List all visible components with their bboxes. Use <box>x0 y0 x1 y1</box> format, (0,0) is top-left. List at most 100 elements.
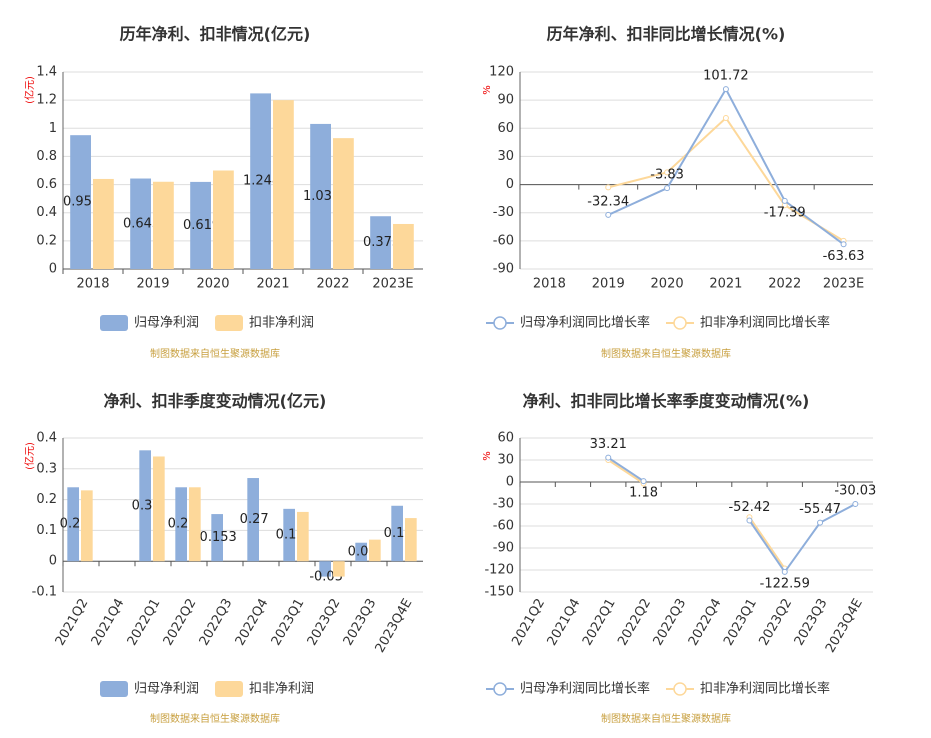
x-tick-label: 2022Q1 <box>125 596 164 648</box>
bar <box>211 514 223 562</box>
source-note: 制图数据来自恒生聚源数据库 <box>150 712 280 725</box>
y-tick-label: 0.1 <box>36 523 57 538</box>
x-tick-label: 2020 <box>651 277 684 292</box>
bar <box>369 539 381 562</box>
value-label: -55.47 <box>799 502 841 517</box>
y-tick-label: 60 <box>497 121 514 136</box>
source-note: 制图数据来自恒生聚源数据库 <box>150 347 280 360</box>
x-tick-label: 2023Q1 <box>721 596 760 648</box>
y-tick-label: -90 <box>493 262 514 277</box>
legend-label: 归母净利润 <box>134 682 199 697</box>
bar <box>70 135 91 269</box>
x-tick-label: 2022 <box>316 277 349 292</box>
point <box>722 86 729 93</box>
x-tick-label: 2023Q4E <box>373 596 416 655</box>
bar <box>189 487 201 562</box>
x-tick-label: 2021 <box>709 277 742 292</box>
source-note: 制图数据来自恒生聚源数据库 <box>601 712 731 725</box>
value-label: 0.619 <box>183 218 220 233</box>
bar <box>93 178 114 269</box>
point <box>746 517 753 524</box>
point <box>605 211 612 218</box>
value-label: -32.34 <box>587 194 629 209</box>
line <box>607 87 845 246</box>
point <box>781 197 788 204</box>
x-tick-label: 2023E <box>823 277 864 292</box>
y-axis-label: (亿元) <box>23 76 36 104</box>
legend-marker <box>493 316 507 330</box>
y-axis-label: (亿元) <box>23 442 36 470</box>
legend-marker <box>673 682 687 696</box>
y-axis-label: % <box>482 451 493 461</box>
x-tick-label: 2023Q1 <box>269 596 308 648</box>
value-label: 101.72 <box>703 69 749 84</box>
bar <box>247 478 259 562</box>
x-tick-label: 2018 <box>533 277 566 292</box>
legend-label: 归母净利润同比增长率 <box>520 315 650 331</box>
y-tick-label: 30 <box>497 453 514 468</box>
bar <box>213 170 234 269</box>
x-tick-label: 2019 <box>136 277 169 292</box>
y-tick-label: 0 <box>506 475 514 490</box>
legend-label: 归母净利润 <box>134 316 199 331</box>
bar <box>153 181 174 269</box>
bar <box>283 508 295 562</box>
y-tick-label: 0.2 <box>36 233 57 248</box>
line <box>607 456 856 574</box>
y-tick-label: 1 <box>49 121 57 136</box>
chart-title: 历年净利、扣非同比增长情况(%) <box>547 25 786 44</box>
bar <box>405 518 417 562</box>
y-tick-label: 0.4 <box>36 205 57 220</box>
legend-swatch <box>100 681 128 697</box>
x-tick-label: 2023Q2 <box>756 596 795 648</box>
value-label: -63.63 <box>823 249 865 264</box>
bar <box>250 93 271 269</box>
point <box>781 568 788 575</box>
value-label: -3.83 <box>650 168 684 183</box>
y-tick-label: -0.1 <box>32 585 57 600</box>
y-tick-label: 30 <box>497 149 514 164</box>
point <box>605 184 612 191</box>
x-tick-label: 2022Q4 <box>233 596 272 648</box>
y-tick-label: 0 <box>49 262 57 277</box>
bar <box>153 456 165 562</box>
point <box>852 501 859 508</box>
y-tick-label: -30 <box>493 497 514 512</box>
value-label: -17.39 <box>764 205 806 220</box>
x-tick-label: 2020 <box>196 277 229 292</box>
x-tick-label: 2023E <box>372 277 413 292</box>
bar <box>190 181 211 269</box>
x-tick-label: 2021Q2 <box>509 596 548 648</box>
bar <box>355 542 367 562</box>
y-tick-label: -30 <box>493 205 514 220</box>
value-label: 33.21 <box>590 437 627 452</box>
value-label: -30.03 <box>834 484 876 499</box>
point <box>605 454 612 461</box>
y-tick-label: 1.4 <box>36 65 57 80</box>
x-tick-label: 2023Q3 <box>792 596 831 648</box>
source-note: 制图数据来自恒生聚源数据库 <box>601 347 731 360</box>
value-label: 1.248 <box>243 174 280 189</box>
point <box>640 478 647 485</box>
bar <box>370 216 391 269</box>
point <box>840 241 847 248</box>
x-tick-label: 2022Q3 <box>197 596 236 648</box>
legend-swatch <box>215 315 243 331</box>
value-label: 0.643 <box>123 216 160 231</box>
value-label: -122.59 <box>760 576 810 591</box>
y-tick-label: 0.8 <box>36 149 57 164</box>
y-tick-label: 90 <box>497 93 514 108</box>
x-tick-label: 2022Q3 <box>651 596 690 648</box>
value-label: -52.42 <box>728 500 770 515</box>
point <box>664 169 671 176</box>
y-tick-label: 0.6 <box>36 177 57 192</box>
y-tick-label: 0 <box>49 554 57 569</box>
value-label: 1.18 <box>629 486 658 501</box>
line <box>607 459 786 570</box>
y-tick-label: -90 <box>493 541 514 556</box>
value-label: 0.375 <box>363 235 400 250</box>
legend-marker <box>493 682 507 696</box>
legend-swatch <box>215 681 243 697</box>
legend-label: 扣非净利润 <box>249 682 314 697</box>
